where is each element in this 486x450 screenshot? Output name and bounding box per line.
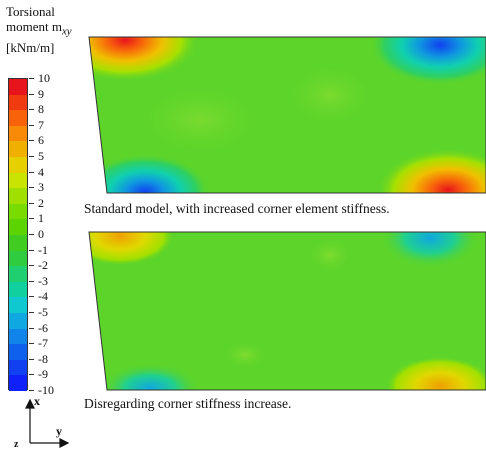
color-scale-tick-label: -9	[38, 367, 48, 382]
color-scale-segment	[9, 313, 27, 330]
color-scale-tick	[29, 171, 34, 173]
color-scale-segment	[9, 375, 27, 392]
color-scale-tick	[29, 202, 34, 204]
color-scale-tick-label: 7	[38, 117, 44, 132]
color-scale-tick-label: -4	[38, 289, 48, 304]
color-scale-tick-label: 8	[38, 102, 44, 117]
color-scale-bar	[8, 78, 28, 392]
color-scale-tick-label: -3	[38, 273, 48, 288]
legend-title-line2: moment mxy	[6, 19, 72, 38]
color-scale-segment	[9, 172, 27, 189]
color-scale-segment	[9, 344, 27, 361]
color-scale-segment	[9, 157, 27, 174]
panel-disregarding-corner-outline	[88, 231, 486, 391]
panel-disregarding-corner	[89, 232, 486, 390]
color-scale-tick	[29, 93, 34, 95]
axes-triad	[25, 398, 70, 448]
color-scale-segment	[9, 219, 27, 236]
color-scale-tick-label: 0	[38, 227, 44, 241]
color-scale-segment	[9, 203, 27, 220]
color-scale-tick	[29, 296, 34, 298]
color-scale-tick-label: 2	[38, 195, 44, 210]
color-scale-tick-label: -7	[38, 336, 48, 351]
color-scale-tick	[29, 140, 34, 142]
panel-standard-model	[89, 37, 486, 193]
color-scale-tick	[29, 109, 34, 111]
color-scale-segment	[9, 250, 27, 267]
color-scale-tick-label: -10	[38, 383, 54, 397]
color-scale-segment	[9, 79, 27, 96]
color-scale-tick-label: 5	[38, 149, 44, 163]
color-scale-tick	[29, 187, 34, 189]
color-scale-tick	[29, 390, 34, 391]
color-scale-segment	[9, 110, 27, 127]
color-scale-tick	[29, 156, 34, 157]
color-scale-tick-label: 9	[38, 86, 44, 101]
color-scale-tick-label: 3	[38, 180, 44, 195]
legend-title-line1: Torsional	[6, 4, 55, 19]
color-scale-tick-label: -1	[38, 242, 48, 257]
color-scale-tick	[29, 280, 34, 282]
color-scale-tick-label: 4	[38, 164, 44, 179]
color-scale-segment	[9, 281, 27, 298]
color-scale-tick-label: 10	[38, 71, 50, 85]
legend-title: Torsional moment mxy [kNm/m]	[6, 4, 72, 55]
color-scale-tick-label: -2	[38, 258, 48, 273]
color-scale-segment	[9, 297, 27, 314]
caption-disregarding: Disregarding corner stiffness increase.	[84, 396, 292, 411]
color-scale-tick-label: -5	[38, 305, 48, 319]
color-scale-segment	[9, 328, 27, 345]
y-axis-label: y	[56, 424, 62, 438]
color-scale-tick	[29, 78, 34, 79]
color-scale-tick	[29, 265, 34, 267]
color-scale-tick	[29, 374, 34, 376]
color-scale-segment	[9, 266, 27, 283]
color-scale-tick	[29, 218, 34, 220]
color-scale-segment	[9, 235, 27, 252]
caption-standard-model: Standard model, with increased corner el…	[84, 201, 390, 216]
color-scale-segment	[9, 141, 27, 158]
color-scale-tick-label: 6	[38, 133, 44, 148]
color-scale-tick	[29, 358, 34, 360]
color-scale-tick-label: -6	[38, 320, 48, 335]
color-scale-tick	[29, 343, 34, 345]
color-scale-tick-label: 1	[38, 211, 44, 226]
color-scale-tick	[29, 312, 34, 313]
color-scale-tick	[29, 327, 34, 329]
color-scale-tick	[29, 124, 34, 126]
color-scale-segment	[9, 188, 27, 205]
z-axis-label: z	[14, 439, 19, 450]
color-scale-segment	[9, 359, 27, 376]
color-scale-tick	[29, 234, 34, 235]
color-scale-segment	[9, 94, 27, 111]
color-scale-tick	[29, 249, 34, 251]
panel-standard-model-outline	[88, 36, 486, 194]
x-axis-label: x	[34, 394, 40, 408]
color-scale-segment	[9, 125, 27, 142]
color-scale-tick-label: -8	[38, 351, 48, 366]
legend-title-line3: [kNm/m]	[6, 39, 55, 55]
